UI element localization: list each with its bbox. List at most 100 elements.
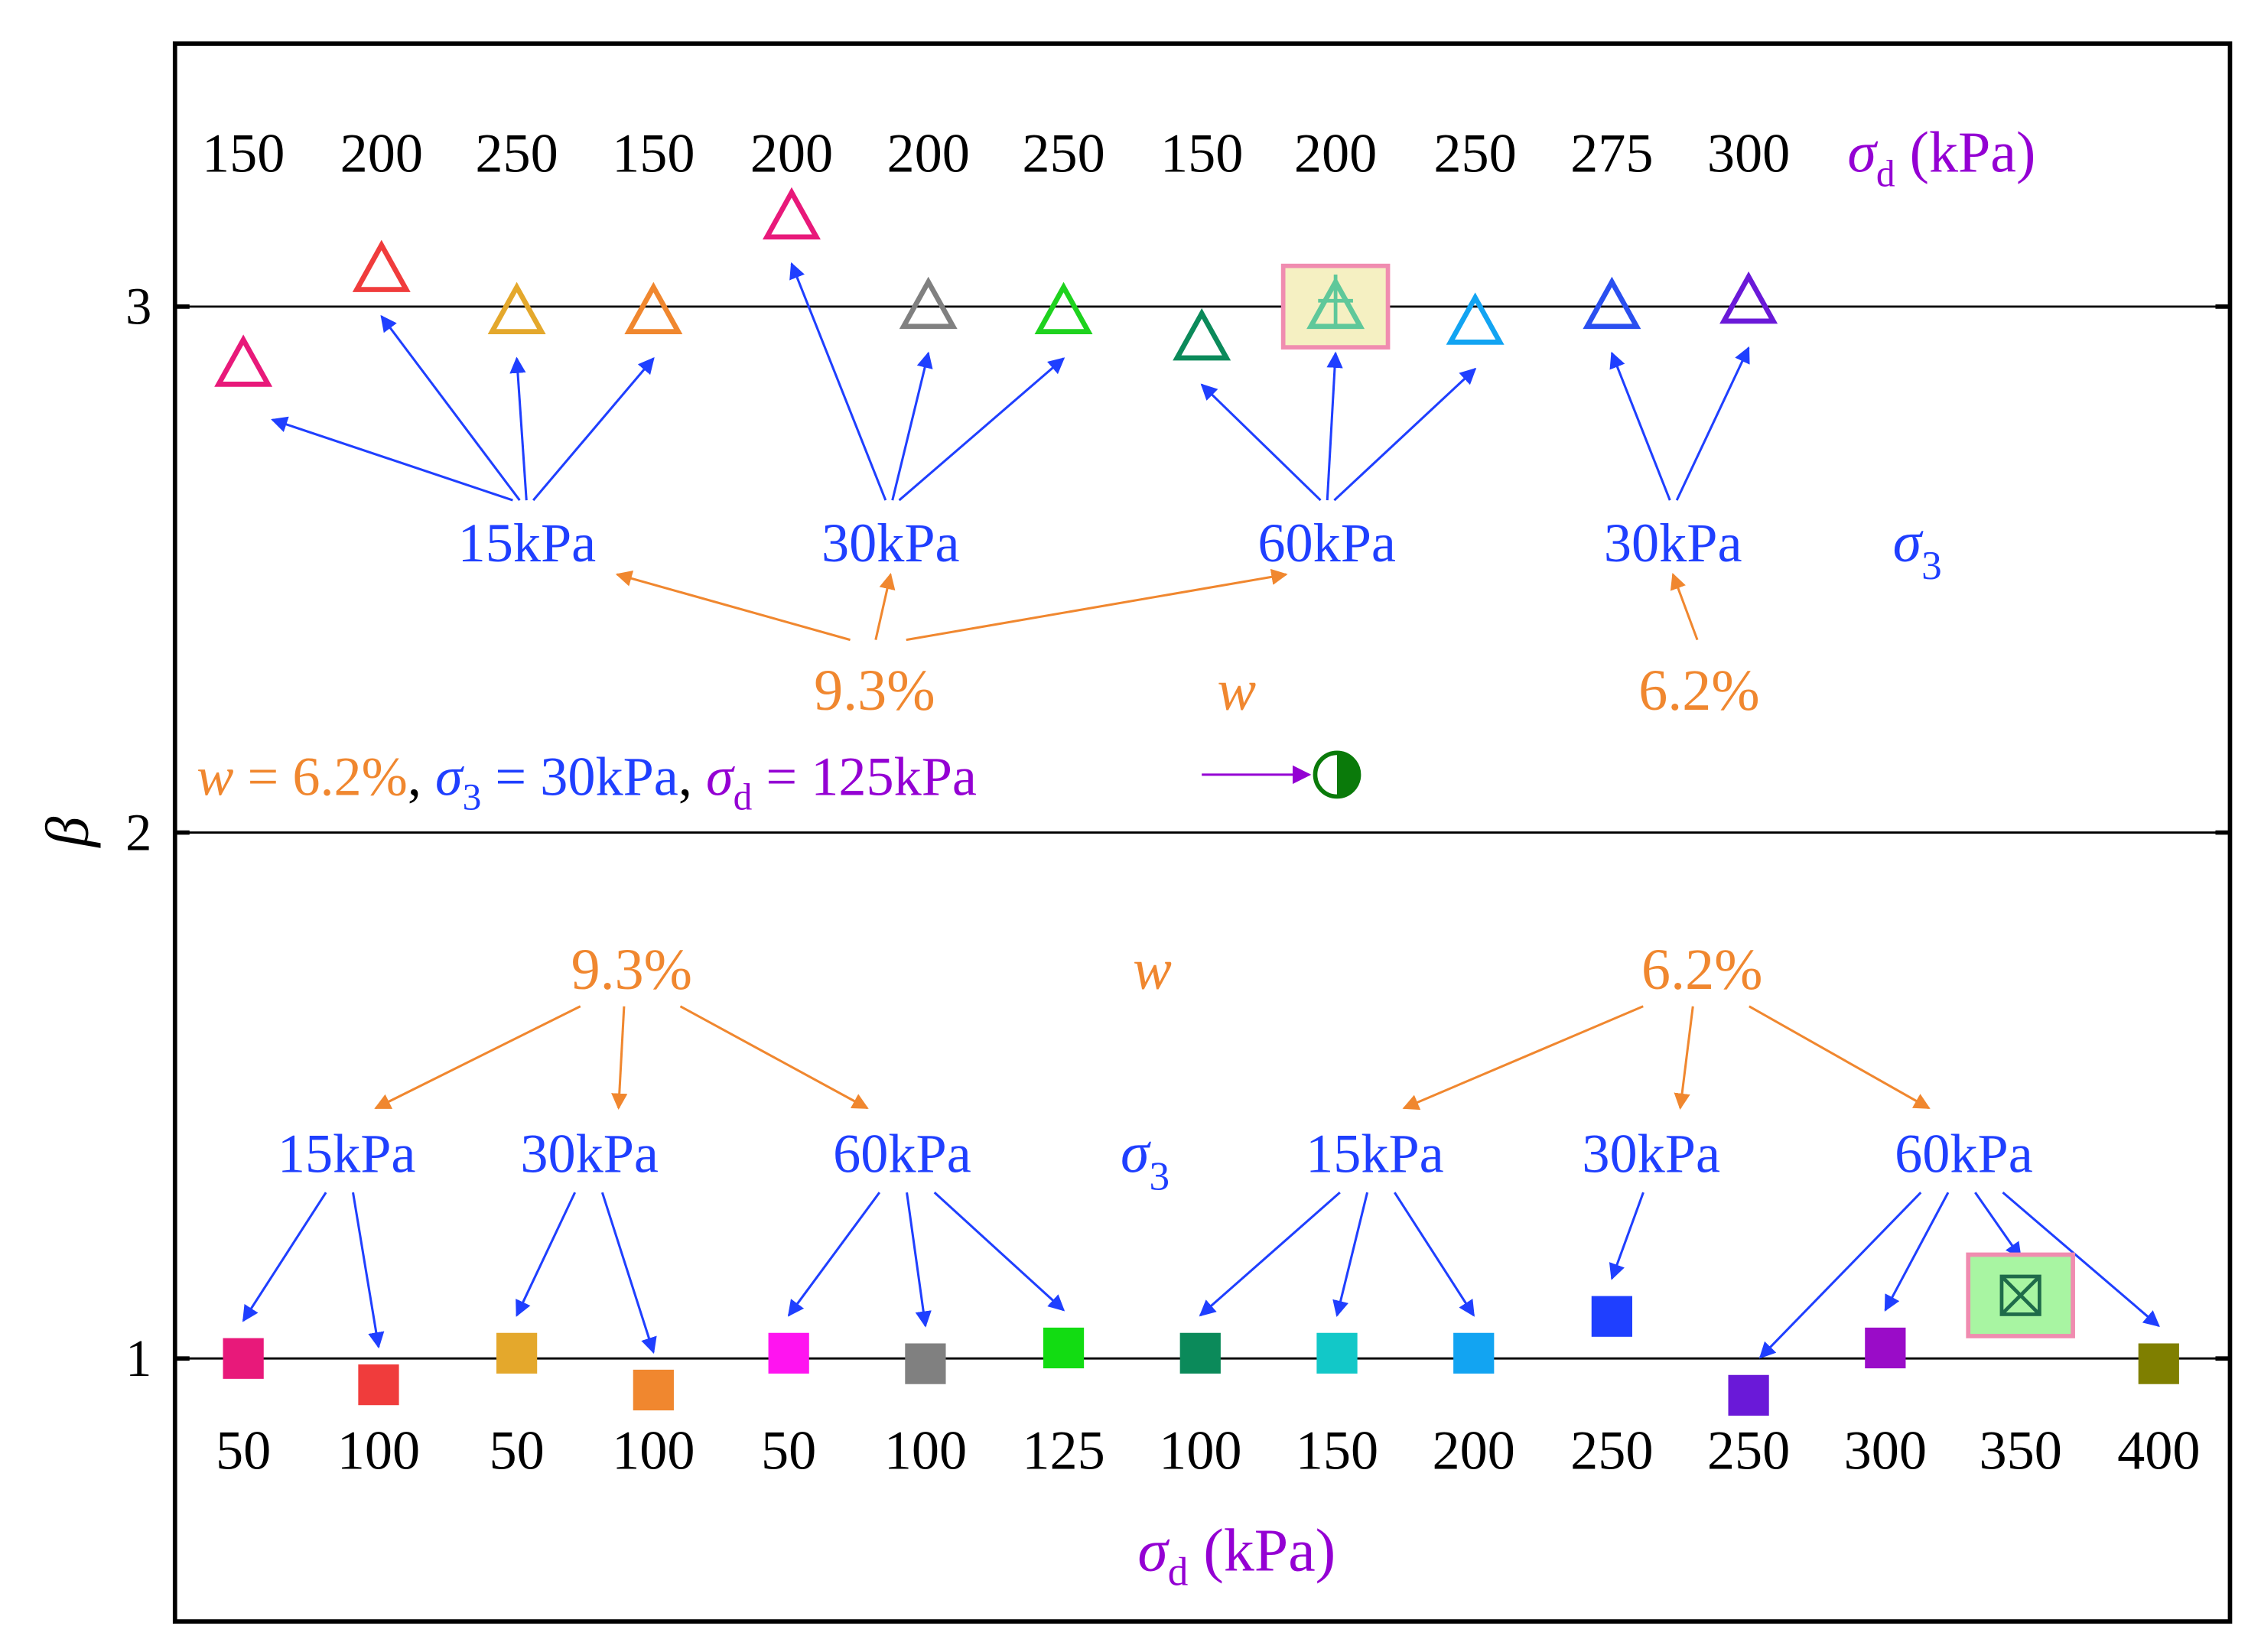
text-labels: 1 2 3 β σd (kPa) 150 200 250 150 200 200 250 150 200 2…	[34, 120, 2201, 1594]
blue-arrow	[1974, 1192, 2022, 1260]
blue-arrow	[1333, 367, 1477, 502]
square-sigma3-group-label: 60kPa	[833, 1124, 971, 1185]
orange-arrow	[1670, 573, 1699, 641]
blue-arrow	[1326, 351, 1343, 501]
blue-arrow	[271, 416, 513, 502]
x-axis-label: σd (kPa)	[1137, 1517, 1335, 1595]
triangle-sigma-d-label: 150	[1160, 122, 1243, 184]
y-tick-label: 3	[125, 278, 151, 336]
triangle-marker	[1034, 281, 1093, 334]
triangle-w-group-label: 6.2%	[1638, 659, 1759, 723]
triangle-w-label: w	[1217, 659, 1256, 723]
square-sigma-d-label: 50	[216, 1419, 271, 1481]
blue-arrow	[380, 314, 521, 501]
square-marker	[2138, 1343, 2179, 1384]
triangle-marker	[1173, 307, 1231, 361]
square-marker	[358, 1364, 399, 1406]
blue-arrow	[1199, 1192, 1341, 1317]
orange-arrow	[906, 568, 1288, 642]
blue-arrow	[600, 1192, 657, 1354]
square-marker	[1043, 1327, 1085, 1369]
blue-arrow	[789, 262, 887, 501]
blue-arrow	[1394, 1192, 1475, 1317]
blue-arrow	[1884, 1192, 1950, 1312]
blue-arrow	[906, 1192, 932, 1328]
triangle-sigma-d-label: 200	[887, 122, 970, 184]
square-sigma3-group-label: 30kPa	[520, 1124, 659, 1185]
square-sigma-d-label: 250	[1570, 1419, 1653, 1481]
square-sigma-d-label: 50	[761, 1419, 816, 1481]
triangle-marker	[762, 187, 821, 240]
blue-arrow	[352, 1192, 385, 1349]
y-axis-label: β	[34, 816, 102, 848]
square-marker	[1179, 1332, 1221, 1374]
orange-arrow	[611, 1006, 628, 1110]
blue-arrow	[2002, 1191, 2160, 1328]
orange-arrow	[374, 1005, 581, 1110]
triangle-sigma-d-label: 150	[612, 122, 695, 184]
square-marker	[1728, 1374, 1769, 1416]
triangle-sigma-d-label: 150	[202, 122, 285, 184]
blue-arrow	[509, 356, 528, 501]
triangle-sigma-d-label: 200	[750, 122, 833, 184]
y-tick-label: 1	[125, 1329, 151, 1387]
square-sigma3-label: σ3	[1121, 1121, 1170, 1199]
square-w-group-label: 6.2%	[1641, 938, 1762, 1002]
marker-cross	[2000, 1275, 2041, 1316]
orange-arrow	[679, 1005, 869, 1110]
orange-arrow	[615, 570, 851, 642]
square-marker	[1865, 1327, 1906, 1369]
triangle-sigma3-label: σ3	[1893, 510, 1942, 588]
square-sigma-d-label: 100	[1159, 1419, 1241, 1481]
square-sigma-d-label: 50	[489, 1419, 544, 1481]
triangle-sigma-d-label: 200	[340, 122, 423, 184]
blue-arrow	[933, 1192, 1065, 1312]
square-sigma3-group-label: 60kPa	[1895, 1124, 2033, 1185]
half-filled-circle-fill	[1337, 753, 1359, 797]
square-sigma-d-label: 400	[2117, 1419, 2200, 1481]
blue-arrow	[1758, 1192, 1922, 1359]
blue-arrow	[898, 357, 1065, 502]
square-marker	[1316, 1332, 1358, 1374]
triangle-sigma-d-label: 250	[1433, 122, 1516, 184]
triangle-sigma3-group-label: 30kPa	[821, 512, 960, 574]
square-sigma-d-label: 300	[1844, 1419, 1927, 1481]
square-marker	[223, 1338, 264, 1379]
triangle-sigma3-group-label: 30kPa	[1604, 512, 1742, 574]
square-sigma-d-label: 125	[1022, 1419, 1104, 1481]
square-sigma3-group-label: 15kPa	[1306, 1124, 1444, 1185]
triangle-marker	[214, 334, 273, 387]
axes	[172, 41, 2233, 1624]
square-sigma-d-label: 100	[884, 1419, 967, 1481]
square-marker	[1591, 1296, 1632, 1337]
square-sigma-d-label: 350	[1979, 1419, 2061, 1481]
triangle-sigma-d-label: 300	[1707, 122, 1790, 184]
square-marker	[1999, 1274, 2041, 1316]
triangle-w-group-label: 9.3%	[814, 659, 935, 723]
triangle-sigma-d-label: 250	[1022, 122, 1104, 184]
square-sigma-d-label: 150	[1296, 1419, 1378, 1481]
triangle-sigma-d-header: σd (kPa)	[1847, 120, 2035, 194]
blue-arrow	[516, 1192, 577, 1317]
triangle-marker	[1306, 276, 1365, 330]
y-tick-label: 2	[125, 803, 151, 861]
triangle-marker	[487, 281, 546, 334]
square-marker	[768, 1332, 809, 1374]
triangle-marker	[352, 239, 411, 292]
orange-arrow	[874, 572, 896, 640]
triangle-sigma-d-label: 200	[1294, 122, 1377, 184]
square-sigma-d-label: 100	[337, 1419, 420, 1481]
square-w-label: w	[1133, 938, 1172, 1002]
square-sigma-d-label: 250	[1707, 1419, 1790, 1481]
blue-arrow	[891, 351, 933, 501]
annotation-arrows	[242, 262, 2160, 1359]
blue-arrow	[1609, 1192, 1645, 1280]
triangle-sigma-d-label: 275	[1570, 122, 1653, 184]
triangle-marker	[624, 281, 683, 334]
blue-arrow	[1675, 346, 1750, 501]
grid-lines	[174, 305, 2230, 1360]
blue-arrow	[532, 356, 655, 502]
square-sigma3-group-label: 30kPa	[1582, 1124, 1720, 1185]
blue-arrow	[1200, 383, 1322, 502]
